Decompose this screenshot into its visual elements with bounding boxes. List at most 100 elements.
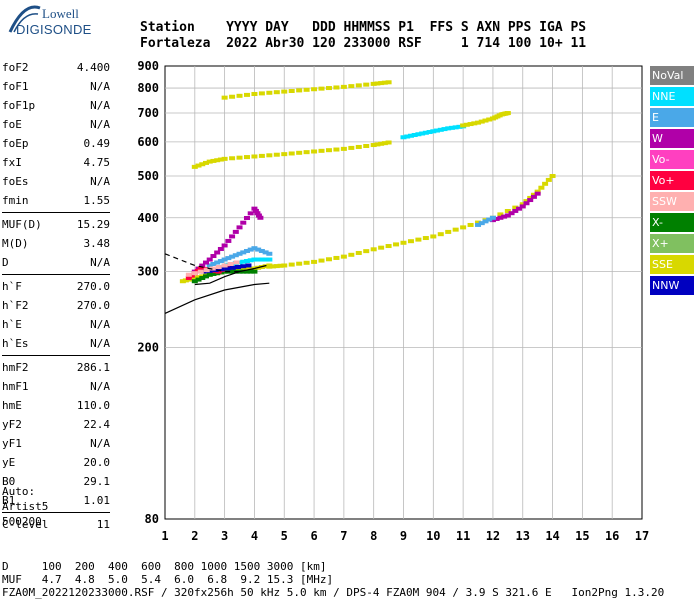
y-tick-label: 900: [137, 59, 159, 73]
param-row: h`F2 270.0: [2, 296, 110, 315]
y-tick-label: 400: [137, 211, 159, 225]
echo-point: [221, 243, 228, 248]
echo-point: [504, 209, 511, 214]
param-label: fmin: [2, 194, 29, 207]
param-row: fmin 1.55: [2, 191, 110, 210]
echo-point: [493, 216, 500, 221]
param-label: yF1: [2, 437, 22, 450]
echo-point: [370, 81, 377, 86]
echo-point: [296, 150, 303, 155]
echo-point: [206, 257, 213, 262]
echo-point: [221, 156, 228, 161]
lowell-digisonde-logo: Lowell DIGISONDE: [4, 2, 124, 46]
echo-point: [195, 277, 202, 282]
header-values: Fortaleza 2022 Abr30 120 233000 RSF 1 71…: [140, 36, 587, 51]
echo-point: [486, 117, 493, 122]
echo-point: [288, 88, 295, 93]
echo-point: [229, 94, 236, 99]
echo-point: [411, 133, 418, 138]
param-row: B0 29.1: [2, 472, 110, 491]
param-value: N/A: [90, 80, 110, 93]
echo-point: [214, 260, 221, 265]
param-value: 286.1: [76, 361, 110, 374]
echo-point: [385, 140, 392, 145]
param-row: h`E N/A: [2, 315, 110, 334]
echo-point: [214, 158, 221, 163]
param-label: foEs: [2, 175, 29, 188]
echo-point: [381, 141, 388, 146]
echo-point: [303, 150, 310, 155]
param-separator: [2, 512, 110, 513]
footer-file-info: FZA0M_2022120233000.RSF / 320fx256h 50 k…: [2, 586, 665, 599]
param-label: h`F: [2, 280, 22, 293]
param-label: hmF2: [2, 361, 29, 374]
echo-point: [296, 261, 303, 266]
echo-point: [325, 148, 332, 153]
echo-point: [463, 122, 470, 127]
echo-point: [243, 269, 250, 274]
param-row: foF1p N/A: [2, 96, 110, 115]
param-row: foEs N/A: [2, 172, 110, 191]
echo-point: [393, 242, 400, 247]
param-value: N/A: [90, 337, 110, 350]
param-separator: [2, 212, 110, 213]
echo-point: [185, 275, 192, 280]
echo-point: [240, 259, 247, 264]
echo-point: [236, 225, 243, 230]
param-row: foEp 0.49: [2, 134, 110, 153]
param-row: foF2 4.400: [2, 58, 110, 77]
echo-point: [202, 160, 209, 165]
legend-item-x-: X-: [650, 213, 694, 232]
echo-point: [266, 90, 273, 95]
echo-point: [530, 192, 537, 197]
param-value: N/A: [90, 175, 110, 188]
param-label: C-level: [2, 518, 49, 531]
echo-point: [303, 260, 310, 265]
echo-point: [236, 93, 243, 98]
echo-point: [227, 261, 234, 266]
legend-item-nne: NNE: [650, 87, 694, 106]
echo-point: [277, 263, 284, 268]
echo-point: [232, 229, 239, 234]
echo-point: [217, 259, 224, 264]
echo-point: [240, 266, 247, 271]
param-label: fxI: [2, 156, 22, 169]
x-tick-label: 11: [456, 529, 470, 543]
legend-item-nnw: NNW: [650, 276, 694, 295]
echo-point: [262, 250, 269, 255]
echo-point: [475, 120, 482, 125]
echo-point: [348, 252, 355, 257]
echo-point: [538, 185, 545, 190]
param-row: foF1 N/A: [2, 77, 110, 96]
echo-point: [273, 90, 280, 95]
echo-point: [534, 191, 541, 196]
echo-point: [270, 264, 277, 269]
echo-point: [210, 271, 217, 276]
echo-point: [419, 131, 426, 136]
echo-point: [191, 164, 198, 169]
echo-point: [404, 134, 411, 139]
echo-point: [475, 220, 482, 225]
echo-point: [355, 250, 362, 255]
station-header: Station YYYY DAY DDD HHMMSS P1 FFS S AXN…: [140, 20, 586, 52]
profile-line-lower-bound: [164, 282, 270, 314]
echo-point: [266, 153, 273, 158]
echo-point: [370, 247, 377, 252]
echo-point: [415, 132, 422, 137]
echo-point: [247, 266, 254, 271]
echo-point: [441, 127, 448, 132]
param-row: fxI 4.75: [2, 153, 110, 172]
echo-point: [422, 236, 429, 241]
echo-point: [504, 213, 511, 218]
echo-point: [229, 254, 236, 259]
profile-line-fit-trace: [194, 264, 267, 286]
legend-item-w: W: [650, 129, 694, 148]
echo-point: [243, 92, 250, 97]
legend-item-e: E: [650, 108, 694, 127]
digisonde-emblem-icon: [8, 5, 41, 33]
echo-point: [400, 135, 407, 140]
echo-point: [318, 148, 325, 153]
echo-point: [240, 220, 247, 225]
echo-point: [266, 257, 273, 262]
echo-point: [255, 247, 262, 252]
